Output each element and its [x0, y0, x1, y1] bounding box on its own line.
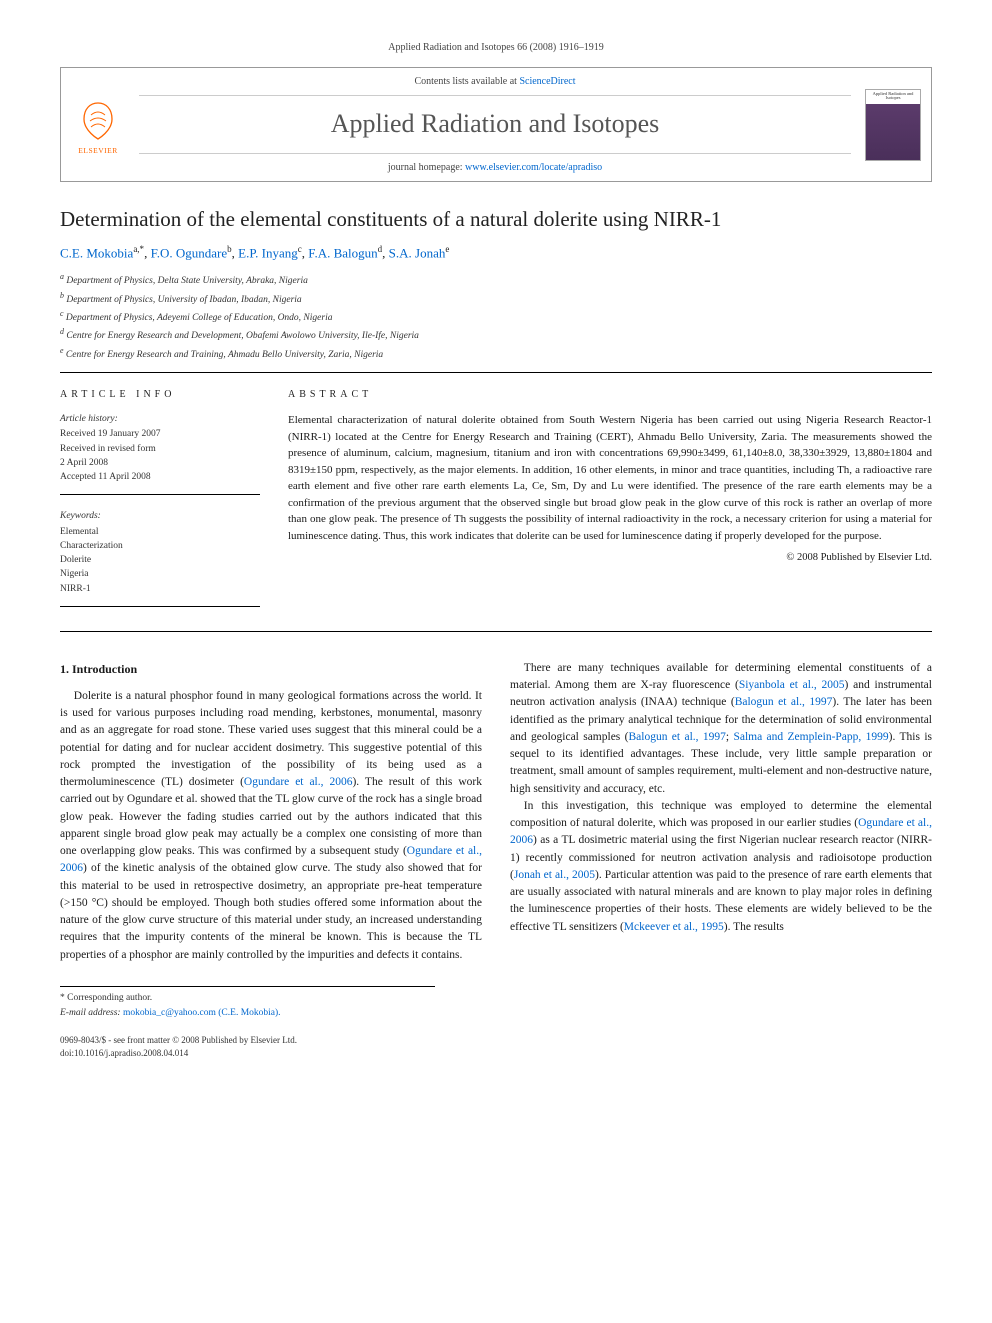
- affil-sup: b: [60, 291, 64, 300]
- corresponding-author-note: * Corresponding author.: [60, 991, 435, 1005]
- section-heading: 1. Introduction: [60, 660, 482, 678]
- homepage-prefix: journal homepage:: [388, 162, 465, 173]
- divider: [60, 372, 932, 373]
- keyword: Elemental: [60, 525, 260, 539]
- citation-link[interactable]: Balogun et al., 1997: [735, 696, 833, 708]
- article-title: Determination of the elemental constitue…: [60, 206, 932, 233]
- text-run: ). The results: [724, 921, 784, 933]
- elsevier-logo: ELSEVIER: [71, 93, 125, 157]
- affiliation-row: a Department of Physics, Delta State Uni…: [60, 271, 932, 288]
- article-info-column: ARTICLE INFO Article history: Received 1…: [60, 387, 260, 621]
- history-head: Article history:: [60, 412, 260, 426]
- author-link[interactable]: F.O. Ogundare: [151, 246, 228, 261]
- author-link[interactable]: S.A. Jonah: [389, 246, 446, 261]
- keyword: Nigeria: [60, 567, 260, 581]
- author-affil-sup: e: [445, 244, 449, 254]
- affil-text: Department of Physics, Delta State Unive…: [66, 276, 308, 286]
- doi-line: doi:10.1016/j.apradiso.2008.04.014: [60, 1047, 932, 1060]
- homepage-line: journal homepage: www.elsevier.com/locat…: [139, 153, 851, 175]
- email-line: E-mail address: mokobia_c@yahoo.com (C.E…: [60, 1006, 435, 1020]
- keywords-head: Keywords:: [60, 509, 260, 523]
- keyword: Characterization: [60, 539, 260, 553]
- history-line: 2 April 2008: [60, 456, 260, 470]
- citation-link[interactable]: Siyanbola et al., 2005: [739, 679, 845, 691]
- body-text: 1. Introduction Dolerite is a natural ph…: [60, 660, 932, 964]
- abstract-heading: ABSTRACT: [288, 387, 932, 402]
- author-affil-sup: a,*: [133, 244, 144, 254]
- journal-banner: ELSEVIER Contents lists available at Sci…: [60, 67, 932, 182]
- abstract-column: ABSTRACT Elemental characterization of n…: [288, 387, 932, 621]
- front-matter-line: 0969-8043/$ - see front matter © 2008 Pu…: [60, 1034, 932, 1047]
- email-label: E-mail address:: [60, 1008, 123, 1018]
- keyword: Dolerite: [60, 553, 260, 567]
- info-abstract-row: ARTICLE INFO Article history: Received 1…: [60, 387, 932, 621]
- author-affil-sup: d: [378, 244, 383, 254]
- contents-available-line: Contents lists available at ScienceDirec…: [139, 74, 851, 96]
- keyword: NIRR-1: [60, 582, 260, 596]
- affil-sup: c: [60, 309, 64, 318]
- abstract-text: Elemental characterization of natural do…: [288, 412, 932, 544]
- affil-text: Centre for Energy Research and Training,…: [66, 350, 383, 360]
- abstract-copyright: © 2008 Published by Elsevier Ltd.: [288, 550, 932, 566]
- author-affil-sup: b: [227, 244, 232, 254]
- affiliation-row: e Centre for Energy Research and Trainin…: [60, 345, 932, 362]
- article-info-heading: ARTICLE INFO: [60, 387, 260, 402]
- history-line: Received in revised form: [60, 442, 260, 456]
- running-header: Applied Radiation and Isotopes 66 (2008)…: [60, 40, 932, 55]
- homepage-link[interactable]: www.elsevier.com/locate/apradiso: [465, 162, 602, 173]
- affiliation-row: d Centre for Energy Research and Develop…: [60, 326, 932, 343]
- footer: 0969-8043/$ - see front matter © 2008 Pu…: [60, 1034, 932, 1059]
- email-link[interactable]: mokobia_c@yahoo.com (C.E. Mokobia).: [123, 1008, 281, 1018]
- article-history-block: Article history: Received 19 January 200…: [60, 412, 260, 495]
- sciencedirect-link[interactable]: ScienceDirect: [519, 76, 575, 87]
- banner-center: Contents lists available at ScienceDirec…: [139, 74, 851, 175]
- journal-cover-thumbnail: Applied Radiation and Isotopes: [865, 89, 921, 161]
- affil-text: Department of Physics, University of Iba…: [66, 295, 301, 305]
- body-paragraph: There are many techniques available for …: [510, 660, 932, 798]
- author-link[interactable]: F.A. Balogun: [308, 246, 377, 261]
- affiliation-row: c Department of Physics, Adeyemi College…: [60, 308, 932, 325]
- footnotes: * Corresponding author. E-mail address: …: [60, 986, 435, 1021]
- affil-sup: e: [60, 346, 64, 355]
- affiliations: a Department of Physics, Delta State Uni…: [60, 271, 932, 362]
- history-line: Received 19 January 2007: [60, 427, 260, 441]
- affil-text: Centre for Energy Research and Developme…: [66, 332, 419, 342]
- affil-sup: d: [60, 327, 64, 336]
- elsevier-wordmark: ELSEVIER: [78, 145, 117, 156]
- author-link[interactable]: C.E. Mokobia: [60, 246, 133, 261]
- journal-name: Applied Radiation and Isotopes: [139, 104, 851, 143]
- citation-link[interactable]: Ogundare et al., 2006: [244, 776, 353, 788]
- affil-text: Department of Physics, Adeyemi College o…: [66, 313, 333, 323]
- divider: [60, 631, 932, 632]
- citation-link[interactable]: Mckeever et al., 1995: [624, 921, 724, 933]
- contents-prefix: Contents lists available at: [414, 76, 519, 87]
- author-list: C.E. Mokobiaa,*, F.O. Ogundareb, E.P. In…: [60, 243, 932, 263]
- citation-link[interactable]: Salma and Zemplein-Papp, 1999: [733, 731, 888, 743]
- text-run: Dolerite is a natural phosphor found in …: [60, 690, 482, 788]
- cover-label: Applied Radiation and Isotopes: [868, 92, 918, 102]
- body-paragraph: Dolerite is a natural phosphor found in …: [60, 688, 482, 964]
- citation-link[interactable]: Jonah et al., 2005: [514, 869, 595, 881]
- keywords-block: Keywords: Elemental Characterization Dol…: [60, 509, 260, 607]
- affil-sup: a: [60, 272, 64, 281]
- author-affil-sup: c: [298, 244, 302, 254]
- body-paragraph: In this investigation, this technique wa…: [510, 798, 932, 936]
- affiliation-row: b Department of Physics, University of I…: [60, 290, 932, 307]
- citation-link[interactable]: Balogun et al., 1997: [628, 731, 725, 743]
- history-line: Accepted 11 April 2008: [60, 470, 260, 484]
- author-link[interactable]: E.P. Inyang: [238, 246, 298, 261]
